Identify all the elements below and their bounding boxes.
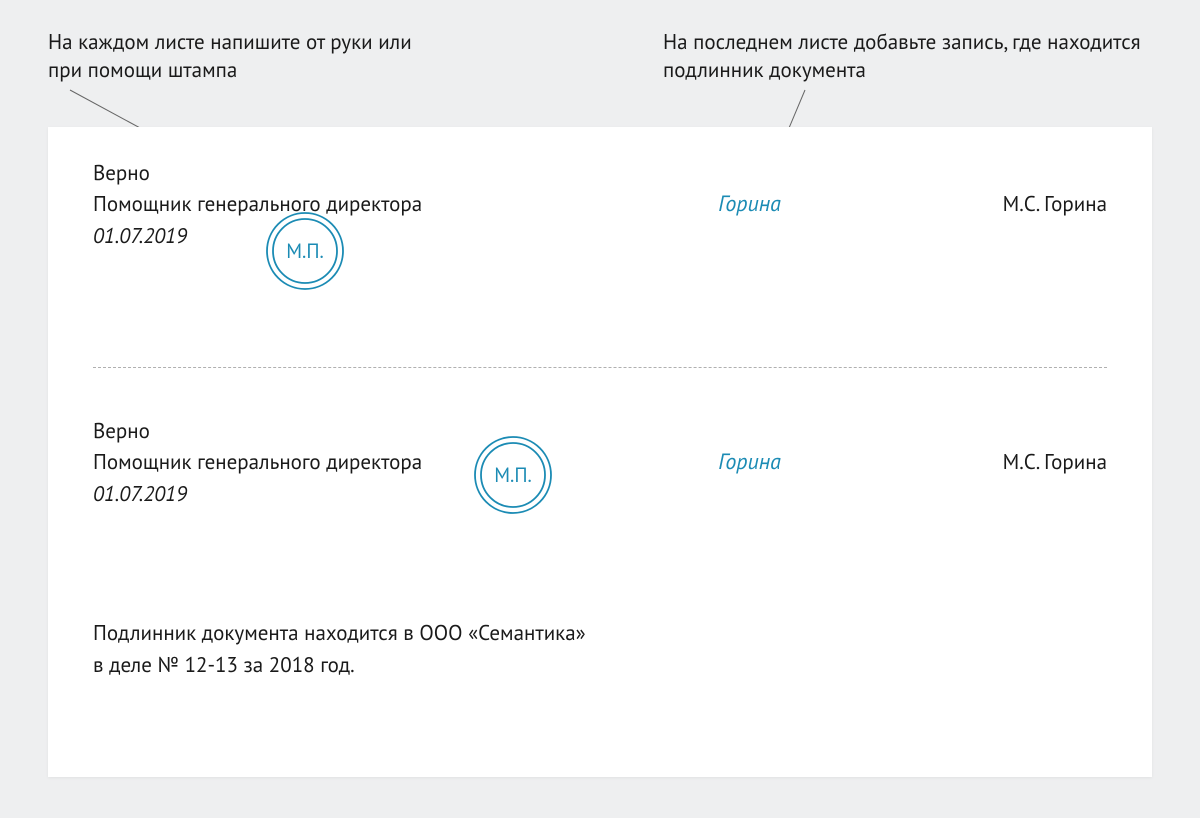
verno-label: Верно xyxy=(93,159,1107,186)
original-location: Подлинник документа находится в ООО «Сем… xyxy=(93,617,586,680)
divider-line xyxy=(93,367,1107,368)
signature-text: Горина xyxy=(422,448,967,476)
annotation-left: На каждом листе напишите от руки или при… xyxy=(48,28,428,85)
role-text: Помощник генерального директора xyxy=(93,190,422,217)
document-card: Верно Помощник генерального директора Го… xyxy=(48,127,1152,777)
signature-text: Горина xyxy=(422,190,967,218)
signature-row: Помощник генерального директора Горина М… xyxy=(93,448,1107,476)
role-text: Помощник генерального директора xyxy=(93,448,422,475)
original-line1: Подлинник документа находится в ООО «Сем… xyxy=(93,617,586,649)
signature-row: Помощник генерального директора Горина М… xyxy=(93,190,1107,218)
name-text: М.С. Горина xyxy=(967,448,1107,475)
verno-label: Верно xyxy=(93,417,1107,444)
original-line2: в деле № 12-13 за 2018 год. xyxy=(93,649,586,681)
date-text: 01.07.2019 xyxy=(93,222,1107,249)
certification-block-1: Верно Помощник генерального директора Го… xyxy=(93,159,1107,249)
name-text: М.С. Горина xyxy=(967,190,1107,217)
annotation-right: На последнем листе добавьте запись, где … xyxy=(663,28,1153,85)
certification-block-2: Верно Помощник генерального директора Го… xyxy=(93,417,1107,507)
date-text: 01.07.2019 xyxy=(93,480,1107,507)
